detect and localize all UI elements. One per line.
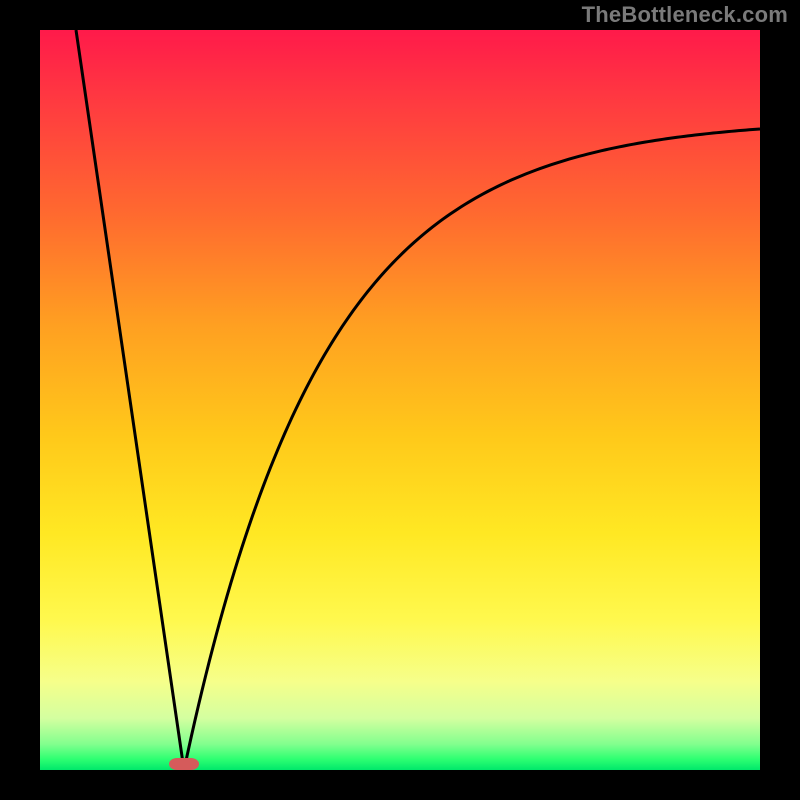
watermark-text: TheBottleneck.com [582, 2, 788, 28]
bottleneck-chart [0, 0, 800, 800]
optimal-marker [169, 758, 199, 770]
